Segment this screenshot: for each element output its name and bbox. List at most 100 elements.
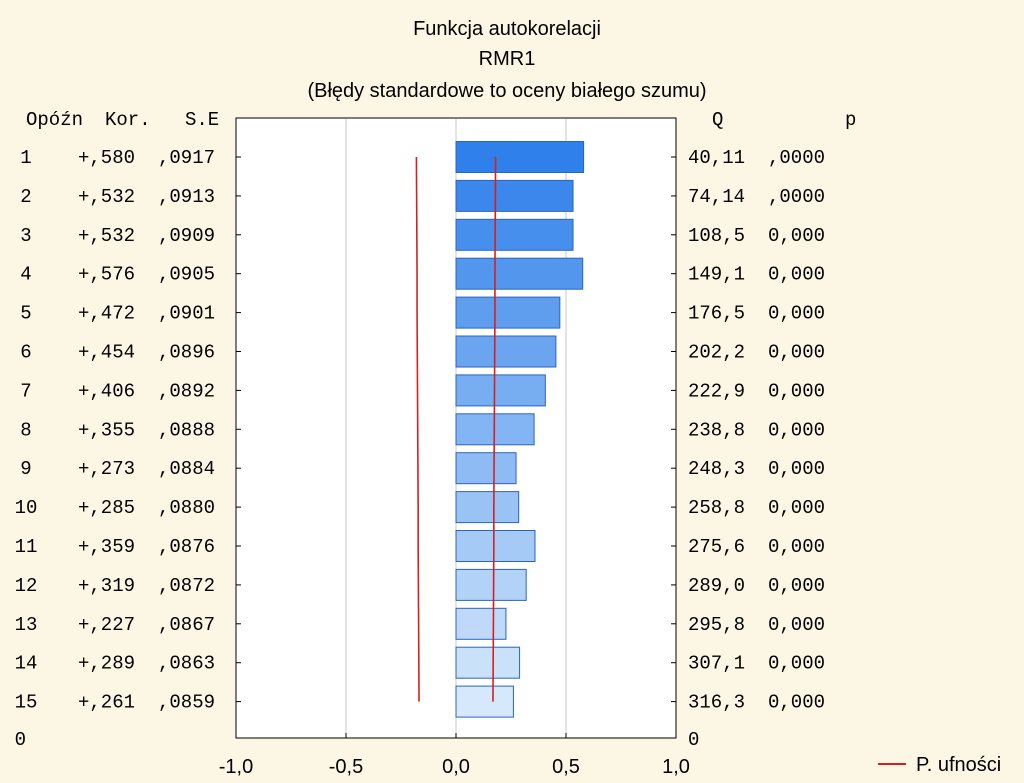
row-q: 176,5 [688,303,745,325]
row-q: 222,9 [688,380,745,402]
header-p: p [845,109,856,131]
row-q: 307,1 [688,653,745,675]
row-lag: 3 [20,225,31,247]
row-corr: +,406 [78,380,135,402]
row-p: 0,000 [768,653,825,675]
acf-bar [455,491,520,524]
row-q: 40,11 [688,147,745,169]
acf-bar [455,141,585,173]
row-corr: +,576 [78,264,135,286]
row-p: 0,000 [768,575,825,597]
row-se: ,0909 [158,225,215,247]
chart-title: Funkcja autokorelacji [413,18,601,40]
row-lag: 1 [20,147,31,169]
row-se: ,0876 [158,536,215,558]
row-se: ,0901 [158,303,215,325]
row-lag: 6 [20,342,31,364]
row-p: 0,000 [768,342,825,364]
x-tick-label: 0,0 [442,756,470,778]
acf-bar [455,452,517,485]
row-lag: 9 [20,458,31,480]
row-p: 0,000 [768,614,825,636]
row-corr: +,532 [78,186,135,208]
row-corr: +,355 [78,419,135,441]
x-tick-label: 1,0 [662,756,690,778]
chart-subtitle: RMR1 [479,48,536,70]
row-se: ,0917 [158,147,215,169]
row-se: ,0905 [158,264,215,286]
header-lag: Opóźn [26,109,83,131]
row-q: 149,1 [688,264,745,286]
confidence-line-lower [415,156,420,702]
row-se: ,0892 [158,380,215,402]
row-lag: 14 [15,653,38,675]
row-p: ,0000 [768,147,825,169]
row-corr: +,261 [78,692,135,714]
row-corr: +,319 [78,575,135,597]
row-se: ,0872 [158,575,215,597]
acf-bar [455,646,521,679]
row-corr: +,285 [78,497,135,519]
row-se: ,0913 [158,186,215,208]
row-q: 202,2 [688,342,745,364]
row-se: ,0863 [158,653,215,675]
confidence-lines [415,156,497,702]
row-corr: +,273 [78,458,135,480]
acf-bar [455,296,561,329]
row-lag: 2 [20,186,31,208]
row-q: 316,3 [688,692,745,714]
row-lag: 8 [20,419,31,441]
row-lag: 7 [20,380,31,402]
row-se: ,0888 [158,419,215,441]
row-lag: 12 [15,575,38,597]
acf-bar [455,335,557,368]
row-corr: +,532 [78,225,135,247]
row-labels: 1 +,580 ,0917 40,11 ,0000 2 +,532 ,0913 74,14 ,00… [15,147,825,714]
row-p: 0,000 [768,692,825,714]
x-tick-label: -1,0 [219,756,253,778]
acf-bar [455,685,514,718]
row-zero-right: 0 [688,729,699,751]
x-tick-label: 0,5 [552,756,580,778]
row-q: 258,8 [688,497,745,519]
row-p: 0,000 [768,458,825,480]
row-p: 0,000 [768,380,825,402]
row-p: 0,000 [768,419,825,441]
row-p: 0,000 [768,303,825,325]
acf-bar [455,179,574,212]
row-q: 238,8 [688,419,745,441]
row-p: 0,000 [768,264,825,286]
row-se: ,0867 [158,614,215,636]
confidence-line-upper [492,156,497,702]
row-lag: 5 [20,303,31,325]
row-se: ,0884 [158,458,215,480]
row-p: 0,000 [768,497,825,519]
row-corr: +,359 [78,536,135,558]
row-corr: +,580 [78,147,135,169]
acf-bar [455,568,527,601]
x-tick-label: -0,5 [329,756,363,778]
row-q: 295,8 [688,614,745,636]
row-q: 108,5 [688,225,745,247]
row-lag: 15 [15,692,38,714]
axis-ticks [235,156,677,738]
row-corr: +,454 [78,342,135,364]
legend-label: P. ufności [916,754,1001,776]
header-q: Q [712,109,723,131]
acf-bar [455,218,574,251]
row-se: ,0859 [158,692,215,714]
row-lag: 4 [20,264,31,286]
acf-bar [455,530,536,562]
acf-bar [455,607,507,640]
x-tick-labels: -1,0 -0,5 0,0 0,5 1,0 [219,756,690,778]
row-lag: 11 [15,536,38,558]
row-q: 248,3 [688,458,745,480]
row-lag: 13 [15,614,38,636]
row-corr: +,472 [78,303,135,325]
row-se: ,0896 [158,342,215,364]
row-q: 289,0 [688,575,745,597]
row-q: 275,6 [688,536,745,558]
acf-bar [455,257,584,290]
header-se: S.E [185,109,219,131]
